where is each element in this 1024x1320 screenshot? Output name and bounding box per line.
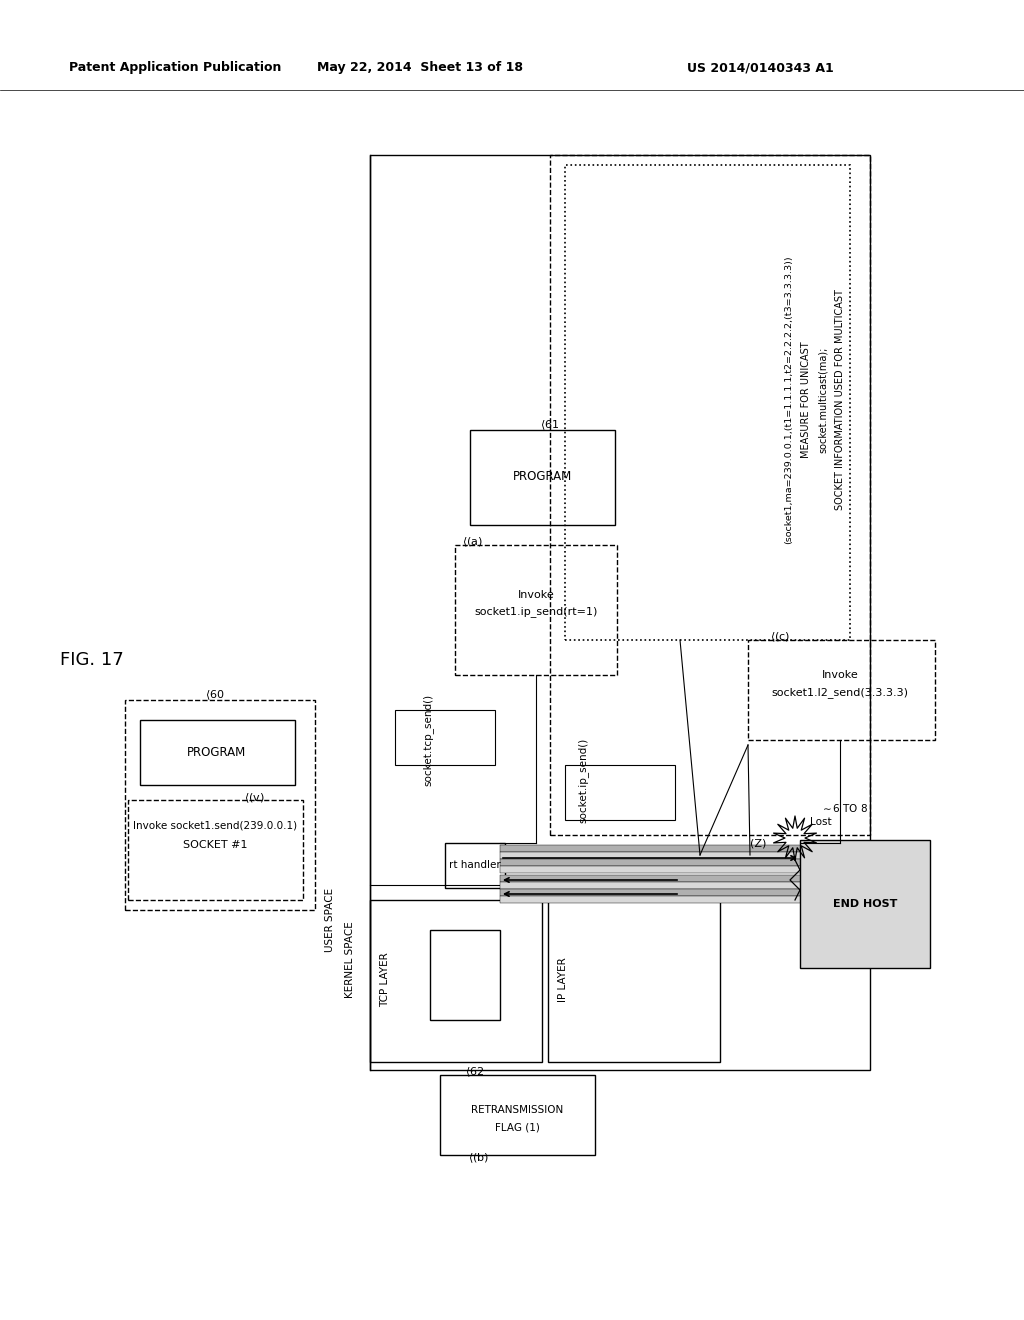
Bar (370, 900, 542, 1063)
Text: Patent Application Publication: Patent Application Publication (69, 62, 282, 74)
Text: US 2014/0140343 A1: US 2014/0140343 A1 (687, 62, 834, 74)
Bar (500, 845, 800, 851)
Bar (548, 900, 720, 1063)
Bar (550, 154, 870, 836)
Bar (500, 882, 800, 888)
Bar (440, 1074, 595, 1155)
Text: USER SPACE: USER SPACE (325, 888, 335, 952)
Text: FIG. 17: FIG. 17 (60, 651, 124, 669)
Bar (500, 875, 800, 882)
Text: socket1.l2_send(3.3.3.3): socket1.l2_send(3.3.3.3) (771, 688, 908, 698)
Bar (565, 165, 850, 640)
Text: SOCKET INFORMATION USED FOR MULTICAST: SOCKET INFORMATION USED FOR MULTICAST (835, 289, 845, 511)
Text: $\langle$60: $\langle$60 (205, 688, 224, 702)
Bar (800, 840, 930, 968)
Text: Invoke: Invoke (517, 590, 554, 601)
Bar (500, 851, 800, 859)
Text: TCP LAYER: TCP LAYER (380, 953, 390, 1007)
Bar (445, 843, 505, 888)
Text: $\langle$(b): $\langle$(b) (468, 1151, 489, 1164)
Text: May 22, 2014  Sheet 13 of 18: May 22, 2014 Sheet 13 of 18 (317, 62, 523, 74)
Text: $\langle$(a): $\langle$(a) (462, 535, 483, 549)
Text: Lost: Lost (810, 817, 831, 828)
Bar (500, 888, 800, 896)
Text: socket.tcp_send(): socket.tcp_send() (423, 694, 433, 787)
Bar (500, 896, 800, 903)
Text: KERNEL SPACE: KERNEL SPACE (345, 921, 355, 998)
Bar (125, 700, 315, 909)
Text: MEASURE FOR UNICAST: MEASURE FOR UNICAST (801, 342, 811, 458)
Text: IP LAYER: IP LAYER (558, 957, 568, 1002)
Text: RETRANSMISSION: RETRANSMISSION (471, 1105, 563, 1115)
Bar (395, 710, 495, 766)
Text: (socket1,ma=239.0.0.1,(t1=1.1.1.1,t2=2.2.2.2,(t3=3.3.3.3)): (socket1,ma=239.0.0.1,(t1=1.1.1.1,t2=2.2… (784, 256, 794, 544)
Text: $\langle$62: $\langle$62 (465, 1065, 484, 1078)
Text: (Z): (Z) (750, 838, 766, 847)
Bar (455, 545, 617, 675)
Text: FLAG (1): FLAG (1) (495, 1122, 540, 1133)
Text: PROGRAM: PROGRAM (187, 746, 247, 759)
Text: socket.multicast(ma);: socket.multicast(ma); (818, 347, 828, 453)
Bar (430, 931, 500, 1020)
Text: $\langle$61: $\langle$61 (540, 418, 559, 432)
Text: Invoke: Invoke (821, 671, 858, 680)
Text: Invoke socket1.send(239.0.0.1): Invoke socket1.send(239.0.0.1) (133, 820, 297, 830)
Bar (140, 719, 295, 785)
Text: $\sim$6 TO 8: $\sim$6 TO 8 (820, 803, 868, 814)
Bar (370, 154, 870, 1071)
Text: $\langle$(v): $\langle$(v) (244, 791, 264, 805)
Text: PROGRAM: PROGRAM (513, 470, 572, 483)
Text: rt handler: rt handler (450, 861, 501, 870)
Bar (500, 866, 800, 873)
Text: END HOST: END HOST (833, 899, 897, 909)
Bar (500, 859, 800, 866)
Bar (128, 800, 303, 900)
Bar (748, 640, 935, 741)
Text: socket.ip_send(): socket.ip_send() (578, 738, 589, 822)
Bar (470, 430, 615, 525)
Text: SOCKET #1: SOCKET #1 (182, 840, 247, 850)
Text: $\langle$(c): $\langle$(c) (770, 630, 791, 644)
Text: socket1.ip_send(rt=1): socket1.ip_send(rt=1) (474, 607, 598, 618)
Bar (565, 766, 675, 820)
